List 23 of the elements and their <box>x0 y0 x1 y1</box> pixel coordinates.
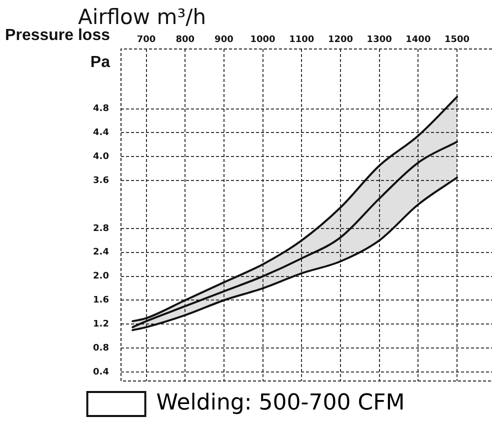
y-tick-label: 4.0 <box>93 152 109 162</box>
y-tick-label: 2.0 <box>93 272 109 282</box>
y-tick-label: 0.4 <box>93 367 109 378</box>
x-tick-label: 1200 <box>328 34 354 45</box>
y-tick-label: 4.8 <box>93 104 109 114</box>
x-tick-label: 1500 <box>444 34 470 45</box>
y-tick-label: 1.2 <box>93 320 109 330</box>
legend-label: Welding: 500-700 CFM <box>156 390 405 416</box>
x-axis-title: Airflow m³/h <box>78 5 206 29</box>
x-tick-label: 700 <box>136 34 156 45</box>
y-tick-label: 0.8 <box>93 343 109 354</box>
x-tick-label: 1100 <box>289 34 314 45</box>
x-tick-label: 1300 <box>366 34 392 45</box>
x-tick-label: 800 <box>176 34 194 45</box>
x-tick-label: 1000 <box>250 34 276 45</box>
x-tick-label: 900 <box>214 34 234 45</box>
y-tick-label: 2.8 <box>93 224 109 234</box>
y-axis-title: Pressure loss Pa <box>5 26 110 73</box>
x-tick-label: 1400 <box>406 34 431 45</box>
y-tick-label: 2.4 <box>93 248 109 258</box>
y-tick-label: 1.6 <box>93 296 109 306</box>
y-tick-label: 4.4 <box>93 128 109 138</box>
y-tick-label: 3.6 <box>93 176 109 186</box>
